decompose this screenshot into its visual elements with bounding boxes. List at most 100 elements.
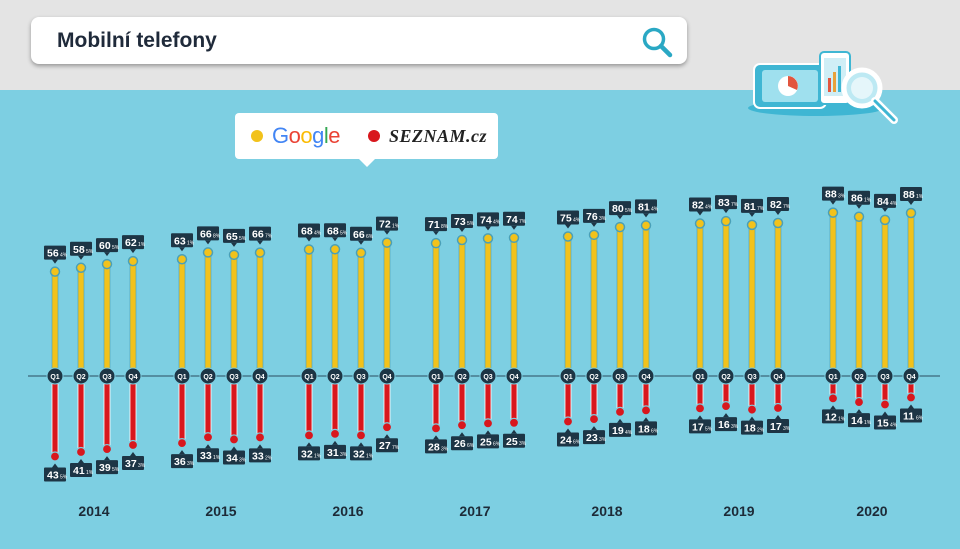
google-label-box [44, 245, 66, 260]
legend-label-google: Google [272, 123, 341, 148]
google-label-pointer [459, 228, 465, 233]
seznam-point [746, 404, 758, 415]
google-data-label: 60 [99, 240, 111, 252]
google-point [228, 249, 240, 261]
google-label-box [197, 226, 219, 241]
google-data-label-decimal: 4% [573, 218, 581, 224]
google-data-label: 86 [851, 193, 863, 205]
seznam-point [720, 401, 732, 412]
google-data-label: 62 [125, 237, 137, 249]
google-label-pointer [511, 225, 517, 230]
seznam-point [879, 399, 891, 410]
google-data-label-decimal: 1% [864, 198, 872, 204]
seznam-label-box [609, 422, 631, 437]
quarter-marker [850, 367, 868, 385]
seznam-data-label: 15 [877, 417, 889, 429]
seznam-data-label: 39 [99, 462, 111, 474]
seznam-point [640, 405, 652, 416]
google-data-label-decimal: 5% [86, 249, 94, 255]
google-data-label-decimal: 5% [625, 208, 633, 214]
quarter-label: Q1 [431, 374, 440, 381]
seznam-data-label-decimal: 3% [239, 457, 247, 463]
quarter-marker [453, 367, 471, 385]
google-data-label: 66 [252, 229, 264, 241]
google-label-pointer [775, 211, 781, 216]
google-bar [103, 263, 111, 377]
quarter-label: Q4 [773, 374, 782, 381]
year-label: 2017 [459, 503, 490, 519]
seznam-data-label-decimal: 3% [599, 437, 607, 443]
google-data-label-decimal: 7% [265, 234, 273, 240]
seznam-point [905, 392, 917, 403]
quarter-marker [876, 367, 894, 385]
google-data-label: 88 [825, 189, 837, 201]
quarter-marker [98, 367, 116, 385]
google-bar [204, 252, 212, 377]
seznam-point [694, 403, 706, 414]
seznam-data-label: 41 [73, 465, 85, 477]
google-data-label: 88 [903, 189, 915, 201]
seznam-data-label-decimal: 2% [265, 455, 273, 461]
quarter-marker [46, 367, 64, 385]
seznam-point [430, 423, 442, 434]
google-label-pointer [130, 249, 136, 254]
seznam-data-label: 32 [301, 448, 313, 460]
google-label-box [96, 238, 118, 253]
google-data-label-decimal: 7% [731, 202, 739, 208]
seznam-point [75, 446, 87, 458]
google-point [746, 219, 758, 231]
seznam-data-label-decimal: 5% [60, 474, 68, 480]
quarter-marker [691, 367, 709, 385]
seznam-data-label: 19 [612, 425, 624, 437]
google-label-pointer [882, 207, 888, 212]
seznam-data-label-decimal: 1% [864, 420, 872, 426]
google-label-pointer [52, 259, 58, 264]
google-bar [458, 239, 466, 377]
seznam-point [588, 414, 600, 425]
google-point [202, 247, 214, 258]
quarter-marker [124, 367, 142, 385]
google-label-pointer [257, 240, 263, 245]
google-point [49, 266, 61, 277]
seznam-data-label: 25 [480, 436, 492, 448]
seznam-point [827, 393, 839, 404]
seznam-point [381, 422, 393, 433]
google-label-box [298, 223, 320, 238]
seznam-label-pointer [830, 405, 836, 410]
seznam-data-label-decimal: 6% [916, 415, 924, 421]
seznam-point [456, 420, 468, 431]
seznam-data-label: 32 [353, 448, 365, 460]
seznam-label-box [635, 421, 657, 436]
search-icon[interactable] [640, 25, 674, 59]
google-data-label-decimal: 3% [599, 216, 607, 222]
quarter-marker [585, 367, 603, 385]
seznam-label-box [324, 444, 346, 459]
quarter-marker [326, 367, 344, 385]
year-label: 2020 [856, 503, 887, 519]
google-data-label-decimal: 4% [705, 205, 713, 211]
google-data-label: 82 [692, 200, 704, 212]
quarter-label: Q1 [304, 374, 313, 381]
seznam-data-label-decimal: 7% [392, 445, 400, 451]
google-data-label: 83 [718, 197, 730, 209]
seznam-point [228, 434, 240, 445]
seznam-data-label: 27 [379, 440, 391, 452]
google-label-pointer [830, 200, 836, 205]
seznam-data-label-decimal: 5% [112, 467, 120, 473]
seznam-label-pointer [332, 440, 338, 445]
seznam-label-box [249, 448, 271, 463]
google-data-label: 80 [612, 203, 624, 215]
google-label-box [557, 210, 579, 225]
quarter-marker [717, 367, 735, 385]
google-label-pointer [78, 255, 84, 260]
quarter-label: Q3 [483, 374, 492, 381]
seznam-data-label-decimal: 1% [838, 416, 846, 422]
google-data-label: 74 [480, 214, 492, 226]
google-bar [855, 216, 863, 377]
google-data-label: 75 [560, 213, 572, 225]
seznam-data-label-decimal: 6% [493, 441, 501, 447]
quarter-marker [199, 367, 217, 385]
google-point [303, 244, 315, 255]
search-box[interactable]: Mobilní telefony [31, 17, 687, 64]
google-data-label: 72 [379, 219, 391, 231]
